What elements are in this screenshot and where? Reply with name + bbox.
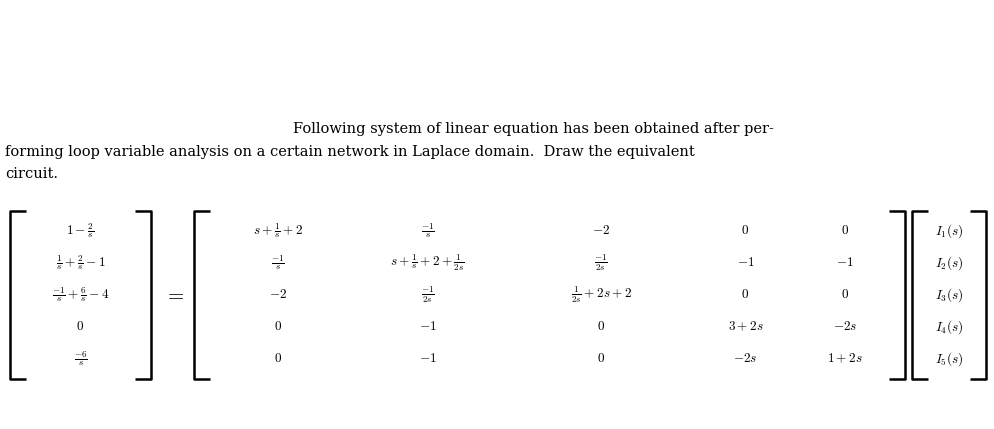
Text: Following system of linear equation has been obtained after per-: Following system of linear equation has … <box>293 122 774 136</box>
Text: $-1$: $-1$ <box>418 320 436 333</box>
Text: $s + \frac{1}{s} + 2 + \frac{1}{2s}$: $s + \frac{1}{s} + 2 + \frac{1}{2s}$ <box>390 252 465 273</box>
Text: $-2$: $-2$ <box>269 288 287 301</box>
Text: $0$: $0$ <box>742 288 749 301</box>
Text: $1 - \frac{2}{s}$: $1 - \frac{2}{s}$ <box>67 221 94 240</box>
Text: circuit.: circuit. <box>5 167 58 181</box>
Text: $-2s$: $-2s$ <box>734 352 757 365</box>
Text: $=$: $=$ <box>164 285 184 304</box>
Text: $0$: $0$ <box>841 224 849 237</box>
Text: $\frac{-6}{s}$: $\frac{-6}{s}$ <box>74 349 87 368</box>
Text: $1+2s$: $1+2s$ <box>827 352 863 366</box>
Text: $3+2s$: $3+2s$ <box>728 320 763 333</box>
Text: $\frac{-1}{s}$: $\frac{-1}{s}$ <box>420 221 434 240</box>
Text: $s + \frac{1}{s} + 2$: $s + \frac{1}{s} + 2$ <box>253 221 303 240</box>
Text: forming loop variable analysis on a certain network in Laplace domain.  Draw the: forming loop variable analysis on a cert… <box>5 145 695 159</box>
Text: $0$: $0$ <box>597 320 605 333</box>
Text: $0$: $0$ <box>742 224 749 237</box>
Text: $0$: $0$ <box>597 352 605 365</box>
Text: $I_4(s)$: $I_4(s)$ <box>935 318 963 335</box>
Text: $\frac{1}{2s} + 2s + 2$: $\frac{1}{2s} + 2s + 2$ <box>571 284 632 305</box>
Text: $-1$: $-1$ <box>836 256 854 269</box>
Text: $I_5(s)$: $I_5(s)$ <box>935 350 963 368</box>
Text: $I_3(s)$: $I_3(s)$ <box>935 286 963 304</box>
Text: $\frac{-1}{2s}$: $\frac{-1}{2s}$ <box>420 284 434 305</box>
Text: $0$: $0$ <box>274 352 282 365</box>
Text: $\frac{1}{s} + \frac{2}{s} - 1$: $\frac{1}{s} + \frac{2}{s} - 1$ <box>56 254 105 272</box>
Text: $0$: $0$ <box>274 320 282 333</box>
Text: $-1$: $-1$ <box>737 256 754 269</box>
Text: $I_2(s)$: $I_2(s)$ <box>935 254 963 272</box>
Text: $0$: $0$ <box>77 320 84 333</box>
Text: $-1$: $-1$ <box>418 352 436 365</box>
Text: $\frac{-1}{s} + \frac{6}{s} - 4$: $\frac{-1}{s} + \frac{6}{s} - 4$ <box>52 285 109 304</box>
Text: $-2s$: $-2s$ <box>833 320 857 333</box>
Text: $\frac{-1}{s}$: $\frac{-1}{s}$ <box>271 254 285 272</box>
Text: $0$: $0$ <box>841 288 849 301</box>
Text: $I_1(s)$: $I_1(s)$ <box>935 222 963 240</box>
Text: $\frac{-1}{2s}$: $\frac{-1}{2s}$ <box>594 252 608 273</box>
Text: $-2$: $-2$ <box>592 224 610 237</box>
